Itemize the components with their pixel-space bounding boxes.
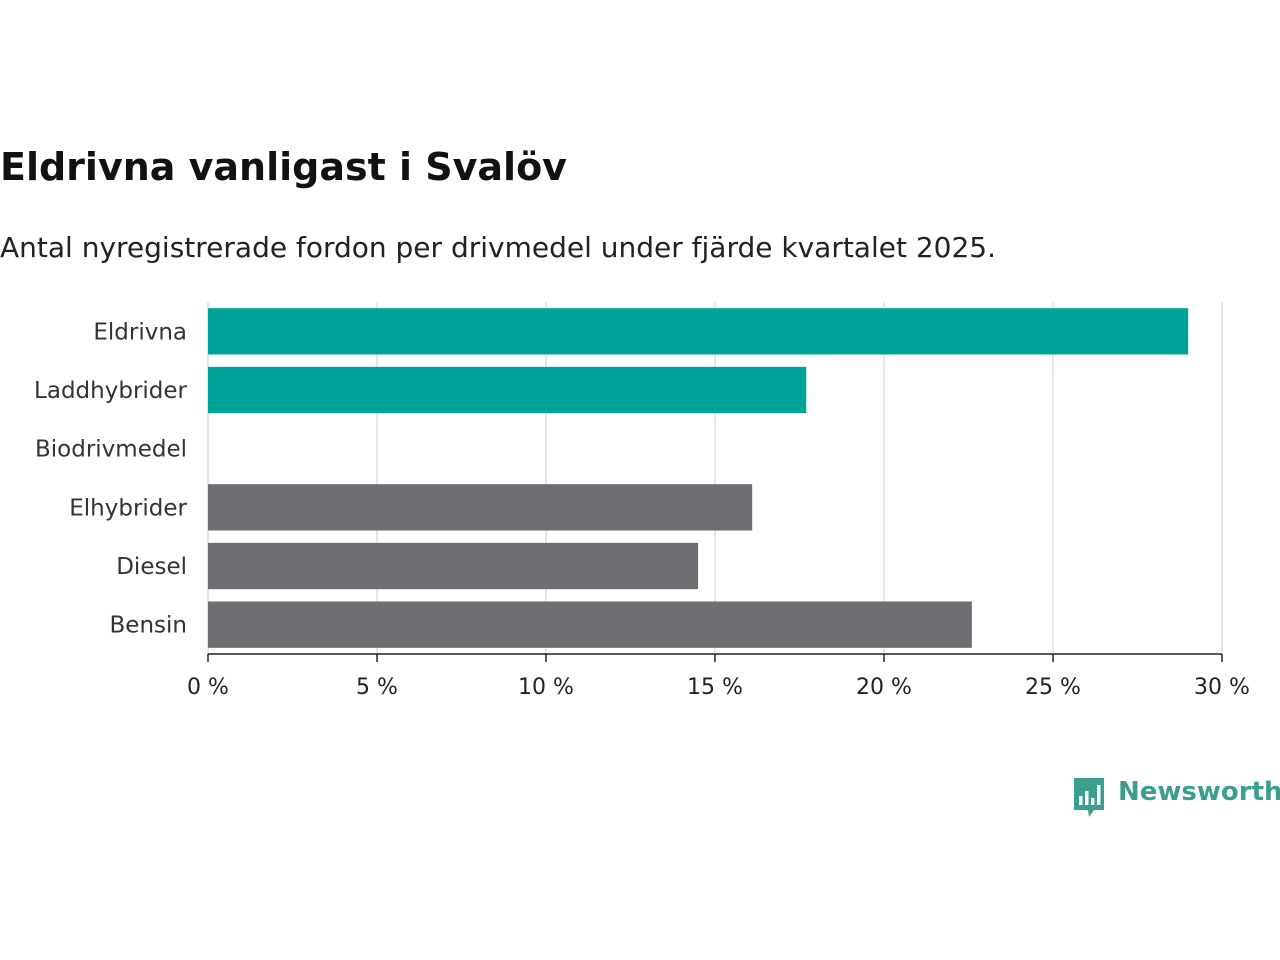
x-tick-label: 30 % xyxy=(1194,675,1250,700)
bar-chart-speech-bubble-icon xyxy=(1074,778,1104,817)
category-label: Diesel xyxy=(116,554,187,580)
x-tick-label: 15 % xyxy=(687,675,743,700)
x-tick-label: 0 % xyxy=(187,675,229,700)
bar-chart: Eldrivna Laddhybrider Biodrivmedel Elhybrid… xyxy=(34,302,1250,700)
chart-subtitle: Antal nyregistrerade fordon per drivmede… xyxy=(0,231,997,264)
bar-laddhybrider xyxy=(208,366,807,414)
bar-bensin xyxy=(208,601,972,648)
x-axis: 0 % 5 % 10 % 15 % 20 % 25 % 30 % xyxy=(187,653,1250,700)
newsworthy-logo: Newsworthy xyxy=(1072,774,1280,818)
category-label: Elhybrider xyxy=(69,495,187,521)
category-label: Bensin xyxy=(110,613,187,639)
chart-title: Eldrivna vanligast i Svalöv xyxy=(0,145,567,189)
bar-diesel xyxy=(208,542,699,590)
x-tick-label: 10 % xyxy=(518,675,574,700)
category-label: Laddhybrider xyxy=(34,378,187,404)
category-labels: Eldrivna Laddhybrider Biodrivmedel Elhybrid… xyxy=(34,319,187,638)
category-label: Biodrivmedel xyxy=(35,437,187,463)
category-label: Eldrivna xyxy=(93,319,187,345)
bars xyxy=(208,308,1189,648)
x-tick-label: 25 % xyxy=(1025,675,1081,700)
bar-eldrivna xyxy=(208,308,1189,355)
logo-text: Newsworthy xyxy=(1118,777,1280,807)
x-tick-label: 5 % xyxy=(356,675,398,700)
grid-lines xyxy=(207,302,1223,654)
x-tick-label: 20 % xyxy=(856,675,912,700)
bar-elhybrider xyxy=(208,484,753,531)
